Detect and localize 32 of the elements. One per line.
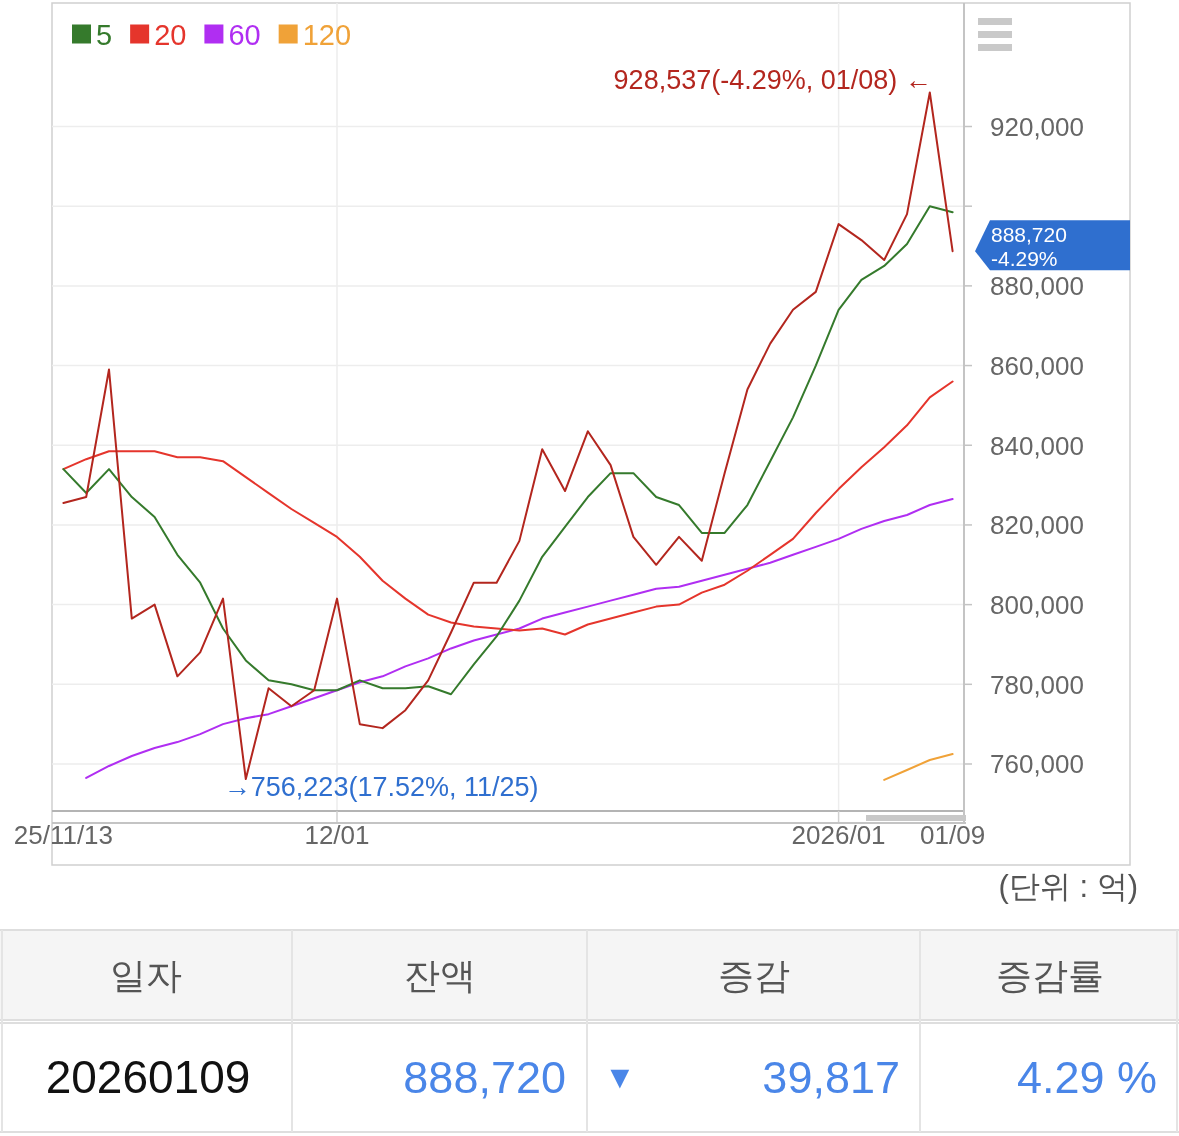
y-tick-label: 820,000 <box>990 510 1084 541</box>
y-tick-label: 920,000 <box>990 111 1084 142</box>
text: 증감 <box>717 955 790 996</box>
y-tick-label: 880,000 <box>990 271 1084 302</box>
legend-label: 5 <box>96 18 113 51</box>
y-tick-label: 800,000 <box>990 590 1084 621</box>
line-series <box>883 753 954 781</box>
x-tick-label: 01/09 <box>920 820 986 850</box>
annotation: 888,720 -4.29% <box>991 223 1067 270</box>
line-series <box>62 205 954 696</box>
legend-label: 120 <box>302 18 352 51</box>
text: ▼ <box>604 1059 636 1095</box>
legend-label: 20 <box>154 18 187 51</box>
x-tick-label: 12/01 <box>304 820 370 850</box>
text: 4.29 % <box>1016 1052 1157 1103</box>
annotation: 928,537(-4.29%, 01/08) ← <box>613 65 932 96</box>
y-tick-label: 840,000 <box>990 430 1084 461</box>
text: 일자 <box>110 955 182 996</box>
y-tick-label: 860,000 <box>990 350 1084 381</box>
text: 잔액 <box>403 955 476 996</box>
line-series <box>62 380 954 636</box>
text: (단위 : 억) <box>998 869 1138 904</box>
text: 39,817 <box>762 1052 900 1103</box>
y-tick-label: 780,000 <box>990 669 1084 700</box>
x-tick-label: 25/11/13 <box>13 820 114 850</box>
text: 888,720 <box>403 1052 566 1103</box>
legend-label: 60 <box>228 18 261 51</box>
text: 20260109 <box>45 1051 251 1103</box>
y-tick-label: 760,000 <box>990 749 1084 780</box>
text: 증감률 <box>995 955 1104 996</box>
annotation: →756,223(17.52%, 11/25) <box>223 772 539 803</box>
x-tick-label: 2026/01 <box>791 820 886 850</box>
